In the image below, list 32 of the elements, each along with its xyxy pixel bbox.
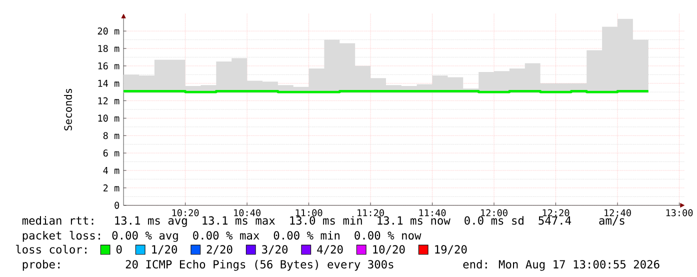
text: packet loss: 0.00 % avg 0.00 % max 0.00 % min 0.00 % now — [22, 231, 422, 242]
y-tick-label: 20 m — [98, 28, 120, 35]
x-tick-label: 13:00 — [666, 209, 693, 216]
x-tick-label: 12:40 — [604, 209, 631, 216]
y-tick-label: 2 m — [104, 184, 120, 192]
x-tick-label: 11:20 — [358, 209, 384, 216]
legend-label: 1/20 — [152, 245, 178, 255]
legend-label: 10/20 — [373, 245, 405, 255]
y-tick-label: 8 m — [103, 132, 120, 140]
y-axis-title: Seconds — [64, 89, 72, 130]
y-tick-label: 18 m — [98, 45, 120, 52]
x-tick-label: 10:20 — [172, 209, 199, 216]
y-tick-label: 0 — [114, 202, 120, 209]
y-tick-label: 4 m — [103, 167, 120, 174]
legend-label: 2/20 — [206, 245, 232, 255]
x-tick-label: 11:40 — [419, 209, 446, 216]
legend-label: 19/20 — [435, 245, 467, 255]
legend-title: loss color: — [16, 245, 86, 254]
legend-label: 4/20 — [317, 245, 343, 255]
y-tick-label: 6 m — [103, 150, 120, 157]
x-tick-label: 10:40 — [234, 209, 260, 216]
legend-label: 3/20 — [262, 245, 288, 255]
y-tick-label: 16 m — [98, 62, 120, 70]
text: median rtt: 13.1 ms avg 13.1 ms max 13.0 ms min 13.1 ms now 0.0 ms sd 547.4 am/s — [22, 216, 624, 228]
x-tick-label: 12:00 — [481, 209, 508, 216]
x-tick-label: 11:00 — [296, 209, 322, 216]
x-tick-label: 12:20 — [542, 209, 570, 216]
y-tick-label: 12 m — [98, 97, 120, 104]
y-tick-label: 10 m — [98, 114, 120, 122]
y-tick-label: 14 m — [98, 80, 120, 87]
text: end: Mon Aug 17 13:00:55 2026 — [463, 260, 660, 271]
text: probe: 20 ICMP Echo Pings (56 Bytes) every 300s — [22, 260, 394, 271]
